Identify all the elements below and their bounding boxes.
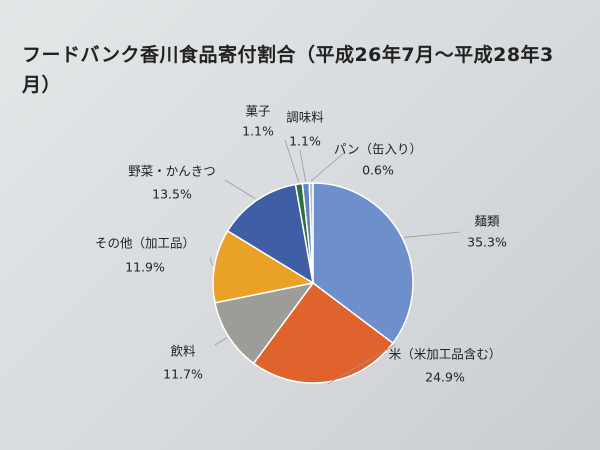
category-label: 麺類: [474, 214, 500, 229]
leader-line: [299, 149, 307, 182]
leader-line: [404, 231, 461, 238]
value-label: 13.5%: [152, 187, 192, 202]
leader-line: [284, 139, 300, 183]
category-label: パン（缶入り）: [334, 142, 422, 157]
category-label: 菓子: [245, 104, 270, 119]
pie-slice: [252, 281, 394, 384]
value-label: 11.7%: [163, 367, 203, 382]
pie-slice: [308, 182, 314, 284]
value-label: 11.9%: [125, 260, 165, 275]
leader-line: [310, 151, 346, 182]
leader-line: [327, 344, 396, 385]
pie-slice: [212, 229, 316, 304]
category-label: 調味料: [286, 110, 324, 125]
leader-line: [224, 179, 256, 200]
category-label: 飲料: [170, 344, 196, 359]
pie-slice: [214, 281, 315, 365]
pie-slice: [226, 183, 315, 285]
chart-title: フードバンク香川食品寄付割合（平成26年7月～平成28年3月）: [22, 44, 554, 96]
leader-line: [209, 257, 213, 266]
leader-line: [214, 337, 228, 346]
value-label: 35.3%: [467, 235, 507, 250]
value-label: 0.6%: [362, 163, 394, 178]
category-label: その他（加工品）: [95, 236, 195, 251]
pie-slice: [312, 182, 414, 345]
value-label: 1.1%: [242, 124, 274, 139]
category-label: 野菜・かんきつ: [128, 164, 216, 179]
category-label: 米（米加工品含む）: [389, 347, 502, 362]
value-label: 24.9%: [425, 370, 465, 385]
value-label: 1.1%: [289, 134, 321, 149]
